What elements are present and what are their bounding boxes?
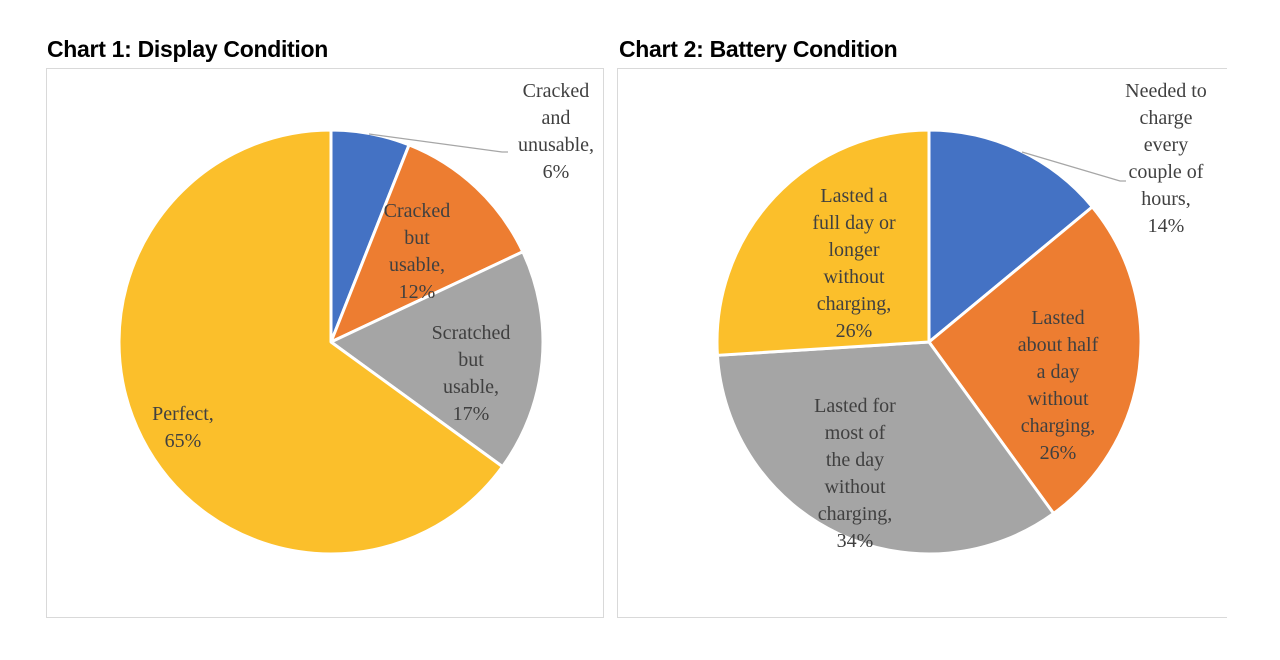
chart-1-slice-3 [329, 250, 545, 469]
chart-2-data-label-2: Lasted about half a day without charging, 26% [1018, 307, 1099, 464]
chart-2-slice-3 [715, 340, 1056, 556]
chart-1-leader-line-1 [368, 133, 508, 153]
chart-1-data-label-3: Scratched but usable, 17% [432, 322, 511, 425]
chart-1-title: Chart 1: Display Condition [47, 36, 328, 62]
chart-2-title: Chart 2: Battery Condition [619, 36, 898, 62]
chart-1-data-label-1: Cracked and unusable, 6% [518, 80, 594, 183]
chart-2-slice-1 [927, 128, 1094, 344]
chart-1-frame [46, 68, 604, 618]
chart-1-data-label-4: Perfect, 65% [152, 403, 214, 452]
chart-2-frame [617, 68, 1227, 618]
chart-2-slice-2 [927, 205, 1143, 516]
chart-2-leader-line-1 [1021, 151, 1126, 182]
chart-2-data-label-4: Lasted a full day or longer without charging… [812, 185, 896, 342]
chart-2-data-label-3: Lasted for most of the day without charging,… [814, 395, 896, 552]
chart-1-slice-2 [329, 143, 525, 344]
chart-2-slice-4 [715, 128, 931, 357]
chart-2-data-label-1: Needed to charge every couple of hours, 14% [1125, 80, 1207, 237]
chart-1-data-label-2: Cracked but usable, 12% [384, 200, 451, 303]
chart-1-slice-4 [117, 128, 505, 556]
